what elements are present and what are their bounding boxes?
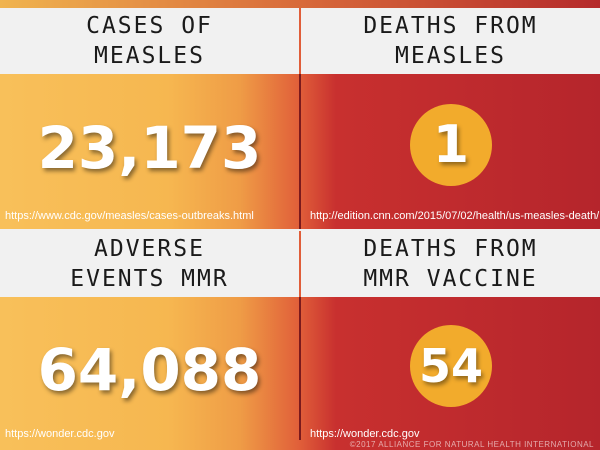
cases-of-measles-title: CASES OF MEASLES bbox=[86, 13, 213, 69]
deaths-from-mmr-vaccine-source-link[interactable]: https://wonder.cdc.gov bbox=[310, 428, 420, 440]
vertical-divider-bottom bbox=[299, 297, 301, 440]
adverse-events-mmr-header: ADVERSE EVENTS MMR bbox=[0, 231, 299, 297]
adverse-events-mmr-value: 64,088 bbox=[37, 336, 262, 404]
deaths-from-measles-circle: 1 bbox=[410, 104, 492, 186]
adverse-events-mmr-title: ADVERSE EVENTS MMR bbox=[70, 236, 229, 292]
deaths-from-measles-source-link[interactable]: http://edition.cnn.com/2015/07/02/health… bbox=[310, 210, 600, 222]
adverse-events-mmr-source-link[interactable]: https://wonder.cdc.gov bbox=[5, 428, 115, 440]
deaths-from-mmr-vaccine-circle: 54 bbox=[410, 325, 492, 407]
vertical-divider-top bbox=[299, 74, 301, 229]
deaths-from-measles-value: 1 bbox=[432, 115, 470, 175]
cases-of-measles-value: 23,173 bbox=[37, 114, 262, 182]
deaths-from-mmr-vaccine-value: 54 bbox=[418, 339, 483, 393]
cases-of-measles-source-link[interactable]: https://www.cdc.gov/measles/cases-outbre… bbox=[5, 210, 254, 222]
horizontal-divider bbox=[0, 229, 600, 231]
deaths-from-mmr-vaccine-header: DEATHS FROM MMR VACCINE bbox=[301, 231, 600, 297]
deaths-from-mmr-vaccine-title: DEATHS FROM MMR VACCINE bbox=[363, 236, 538, 292]
top-strip bbox=[0, 0, 600, 8]
copyright-notice: ©2017 ALLIANCE FOR NATURAL HEALTH INTERN… bbox=[349, 440, 594, 449]
deaths-from-measles-title: DEATHS FROM MEASLES bbox=[363, 13, 538, 69]
deaths-from-measles-header: DEATHS FROM MEASLES bbox=[301, 8, 600, 74]
cases-of-measles-header: CASES OF MEASLES bbox=[0, 8, 299, 74]
